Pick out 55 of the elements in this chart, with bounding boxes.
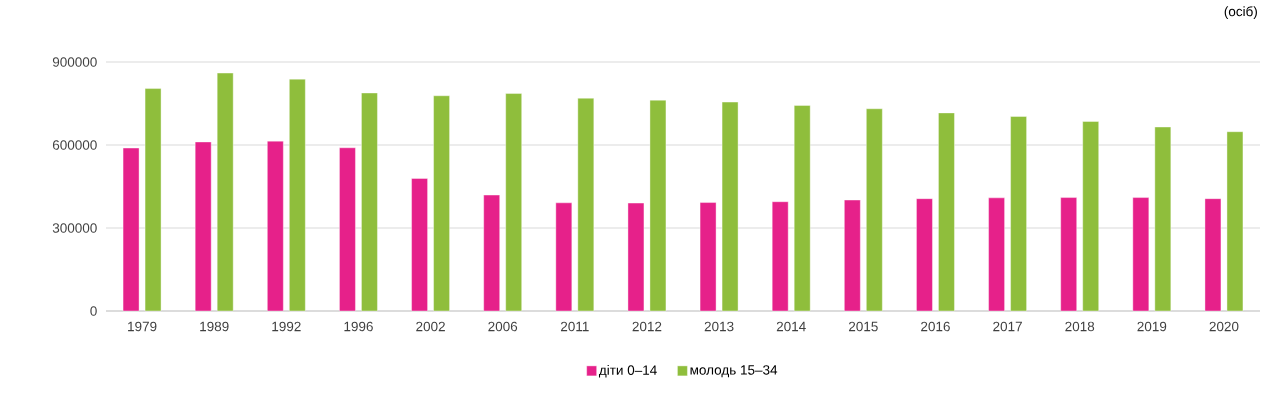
x-tick-label: 1992: [272, 321, 301, 332]
bar: [938, 112, 955, 312]
x-tick-label: 2014: [776, 321, 806, 332]
x-tick-label: 1979: [128, 321, 157, 332]
bar: [505, 93, 522, 312]
bar: [1204, 198, 1222, 312]
bar: [217, 72, 234, 312]
x-tick-label: 2015: [848, 321, 878, 332]
bar: [649, 99, 667, 312]
bar: [339, 147, 356, 312]
x-tick-label: 2006: [488, 321, 518, 332]
bar: [1226, 131, 1244, 312]
x-tick-label: 1989: [200, 321, 229, 332]
bar: [721, 101, 739, 312]
y-tick-label: 600000: [52, 140, 97, 150]
y-tick-label: 900000: [52, 57, 97, 67]
bar: [144, 88, 162, 312]
bar: [411, 178, 428, 312]
bar: [1132, 197, 1150, 312]
bar: [267, 140, 284, 312]
bar: [699, 202, 717, 312]
x-tick-label: 2020: [1209, 321, 1239, 332]
legend-label: молодь 15–34: [690, 365, 778, 378]
bar: [122, 147, 140, 312]
bar: [483, 194, 500, 312]
bar: [1010, 116, 1027, 312]
legend-label: діти 0–14: [598, 364, 657, 378]
x-tick-label: 2012: [632, 321, 662, 332]
bar: [1082, 121, 1099, 312]
x-tick-label: 2013: [704, 321, 734, 332]
x-tick-label: 1996: [344, 321, 373, 332]
bar: [1154, 126, 1172, 312]
x-tick-label: 2002: [416, 321, 445, 332]
bar: [555, 202, 573, 312]
bar: [433, 95, 450, 312]
bar: [361, 92, 378, 312]
bar: [627, 202, 645, 312]
x-tick-label: 2017: [993, 321, 1022, 332]
bar: [916, 198, 933, 312]
bar: [194, 141, 212, 312]
x-tick-label: 2018: [1065, 321, 1095, 332]
bar: [794, 105, 811, 312]
bar: [1060, 197, 1077, 312]
bar: [289, 78, 306, 312]
x-tick-label: 2011: [560, 321, 589, 332]
x-tick-label: 2016: [921, 321, 950, 332]
bar: [772, 201, 789, 312]
bar: [844, 199, 861, 312]
bar: [866, 108, 883, 312]
bar: [577, 98, 595, 312]
bar: [988, 197, 1005, 312]
x-tick-label: 2019: [1137, 321, 1167, 332]
y-tick-label: 300000: [52, 223, 97, 233]
y-tick-label: 0: [90, 306, 97, 316]
text: (осіб): [1224, 6, 1257, 19]
